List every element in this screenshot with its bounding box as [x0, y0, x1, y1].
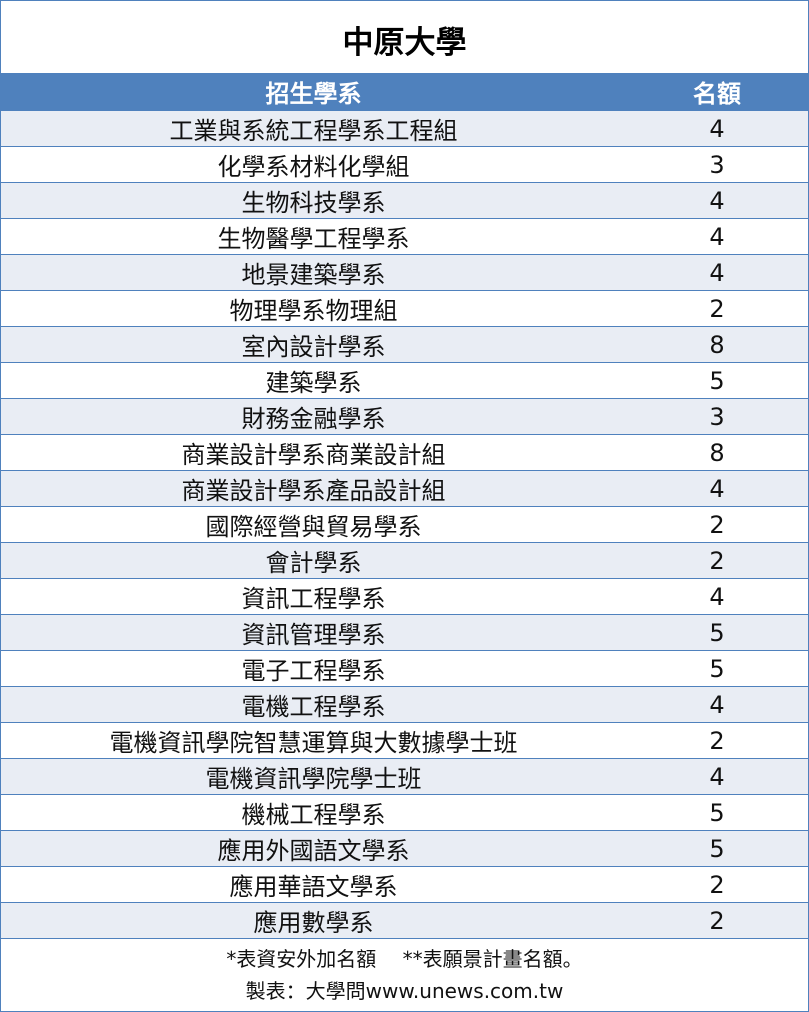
quota-cell: 2: [709, 546, 725, 575]
quota-cell: 8: [709, 330, 725, 359]
department-cell: 商業設計學系商業設計組: [181, 441, 446, 469]
department-cell: 化學系材料化學組: [217, 153, 410, 181]
department-cell: 電機工程學系: [241, 693, 386, 721]
table-row: 電機資訊學院學士班 4: [1, 758, 808, 794]
credit: 製表：大學問www.unews.com.tw: [245, 979, 564, 1003]
table-row: 建築學系 5: [1, 362, 808, 398]
quota-cell: 5: [709, 654, 725, 683]
quota-cell: 2: [709, 726, 725, 755]
table-row: 室內設計學系 8: [1, 326, 808, 362]
table-row: 應用華語文學系 2: [1, 866, 808, 902]
table-row: 化學系材料化學組 3: [1, 146, 808, 182]
table-row: 資訊管理學系 5: [1, 614, 808, 650]
department-cell: 室內設計學系: [241, 333, 386, 361]
quota-cell: 5: [709, 834, 725, 863]
table-header: 招生學系 名額: [1, 73, 808, 110]
department-cell: 建築學系: [265, 369, 362, 397]
table-row: 生物科技學系 4: [1, 182, 808, 218]
quota-cell: 5: [709, 798, 725, 827]
table-row: 財務金融學系 3: [1, 398, 808, 434]
quota-cell: 2: [709, 510, 725, 539]
footnote: *表資安外加名額 **表願景計畫名額。: [226, 947, 583, 971]
quota-cell: 2: [709, 870, 725, 899]
table-row: 物理學系物理組 2: [1, 290, 808, 326]
quota-cell: 4: [709, 690, 725, 719]
department-cell: 財務金融學系: [241, 405, 386, 433]
department-cell: 電機資訊學院學士班: [205, 765, 422, 793]
table-title: 中原大學: [342, 25, 467, 61]
quota-cell: 5: [709, 618, 725, 647]
department-cell: 資訊管理學系: [241, 621, 386, 649]
department-cell: 商業設計學系產品設計組: [181, 477, 446, 505]
department-cell: 機械工程學系: [241, 801, 386, 829]
table-row: 地景建築學系 4: [1, 254, 808, 290]
quota-cell: 4: [709, 762, 725, 791]
department-cell: 生物科技學系: [241, 189, 386, 217]
table-footer: *表資安外加名額 **表願景計畫名額。 製表：大學問www.unews.com.…: [1, 938, 808, 1011]
table-row: 電機工程學系 4: [1, 686, 808, 722]
table-row: 工業與系統工程學系工程組 4: [1, 110, 808, 146]
quota-cell: 2: [709, 906, 725, 935]
quota-cell: 4: [709, 114, 725, 143]
table-row: 生物醫學工程學系 4: [1, 218, 808, 254]
table-row: 商業設計學系產品設計組 4: [1, 470, 808, 506]
table-row: 電機資訊學院智慧運算與大數據學士班 2: [1, 722, 808, 758]
department-cell: 工業與系統工程學系工程組: [169, 117, 458, 145]
department-cell: 電子工程學系: [241, 657, 386, 685]
header-department: 招生學系: [265, 80, 362, 108]
table-row: 應用外國語文學系 5: [1, 830, 808, 866]
table-row: 會計學系 2: [1, 542, 808, 578]
table-row: 商業設計學系商業設計組 8: [1, 434, 808, 470]
quota-cell: 3: [709, 402, 725, 431]
quota-cell: 4: [709, 258, 725, 287]
quota-cell: 2: [709, 294, 725, 323]
department-cell: 電機資訊學院智慧運算與大數據學士班: [109, 729, 518, 757]
quota-cell: 4: [709, 582, 725, 611]
department-cell: 生物醫學工程學系: [217, 225, 410, 253]
quota-cell: 4: [709, 474, 725, 503]
department-cell: 應用數學系: [253, 909, 374, 937]
department-cell: 應用外國語文學系: [217, 837, 410, 865]
table-row: 電子工程學系 5: [1, 650, 808, 686]
department-cell: 資訊工程學系: [241, 585, 386, 613]
quota-cell: 4: [709, 186, 725, 215]
table-row: 機械工程學系 5: [1, 794, 808, 830]
department-cell: 會計學系: [265, 549, 362, 577]
quota-cell: 8: [709, 438, 725, 467]
table-row: 應用數學系 2: [1, 902, 808, 938]
department-cell: 國際經營與貿易學系: [205, 513, 422, 541]
table-row: 資訊工程學系 4: [1, 578, 808, 614]
quota-cell: 4: [709, 222, 725, 251]
quota-cell: 3: [709, 150, 725, 179]
table-body: 工業與系統工程學系工程組 4 化學系材料化學組 3 生物科技學系 4 生物醫學工程學系 4 地景…: [1, 110, 808, 938]
table-row: 國際經營與貿易學系 2: [1, 506, 808, 542]
header-quota: 名額: [693, 80, 741, 108]
department-cell: 地景建築學系: [241, 261, 386, 289]
quota-cell: 5: [709, 366, 725, 395]
department-cell: 應用華語文學系: [229, 873, 398, 901]
department-cell: 物理學系物理組: [229, 297, 398, 325]
